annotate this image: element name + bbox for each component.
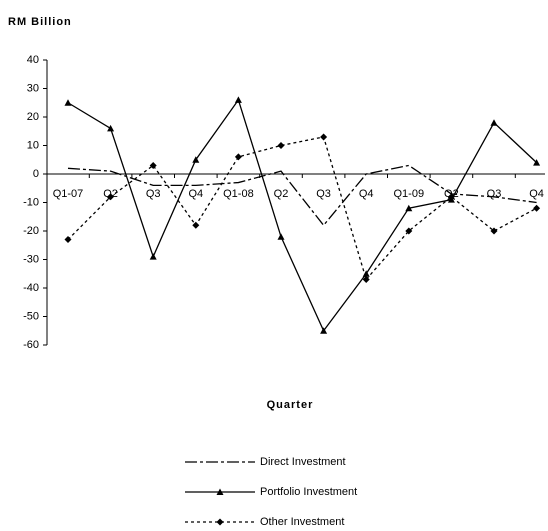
y-tick-label: 30 bbox=[27, 82, 39, 94]
marker bbox=[490, 119, 498, 126]
y-tick-label: 20 bbox=[27, 111, 39, 123]
y-tick-label: 0 bbox=[33, 168, 39, 180]
marker bbox=[64, 236, 72, 244]
series-line bbox=[67, 98, 538, 333]
x-tick-label: Q1-07 bbox=[53, 188, 84, 200]
y-tick-label: 40 bbox=[27, 54, 39, 66]
legend-label: Other Investment bbox=[260, 516, 344, 528]
legend-label: Portfolio Investment bbox=[260, 486, 357, 498]
x-tick-label: Q4 bbox=[188, 188, 203, 200]
marker bbox=[192, 156, 200, 163]
legend-marker bbox=[216, 488, 224, 495]
x-tick-label: Q2 bbox=[274, 188, 289, 200]
x-tick-label: Q4 bbox=[529, 188, 544, 200]
x-tick-label: Q3 bbox=[487, 188, 502, 200]
legend-marker bbox=[216, 518, 224, 526]
x-tick-label: Q3 bbox=[316, 188, 331, 200]
y-tick-label: 10 bbox=[27, 139, 39, 151]
marker bbox=[533, 159, 541, 166]
marker bbox=[107, 193, 115, 201]
x-tick-label: Q1-08 bbox=[223, 188, 254, 200]
marker bbox=[405, 204, 413, 212]
marker bbox=[405, 227, 413, 235]
series-line bbox=[67, 164, 537, 227]
marker bbox=[107, 124, 115, 132]
x-tick-label: Q1-09 bbox=[394, 188, 425, 200]
y-tick-label: -20 bbox=[23, 225, 39, 237]
x-tick-label: Q3 bbox=[146, 188, 161, 200]
marker bbox=[320, 327, 328, 334]
legend-label: Direct Investment bbox=[260, 456, 346, 468]
marker bbox=[447, 193, 455, 201]
x-tick-label: Q4 bbox=[359, 188, 374, 200]
marker bbox=[192, 221, 200, 229]
marker bbox=[234, 153, 242, 161]
y-tick-label: -10 bbox=[23, 196, 39, 208]
marker bbox=[277, 142, 285, 149]
y-tick-label: -50 bbox=[23, 310, 39, 322]
marker bbox=[490, 227, 498, 235]
marker bbox=[362, 275, 370, 283]
y-axis-title: RM Billion bbox=[8, 16, 72, 28]
y-tick-label: -30 bbox=[23, 253, 39, 265]
y-tick-label: -40 bbox=[23, 282, 39, 294]
marker bbox=[149, 161, 157, 169]
marker bbox=[320, 133, 328, 141]
marker bbox=[533, 204, 541, 212]
marker bbox=[64, 99, 72, 106]
marker bbox=[277, 233, 285, 240]
y-tick-label: -60 bbox=[23, 339, 39, 351]
marker bbox=[149, 253, 157, 260]
marker bbox=[234, 96, 242, 103]
x-axis-title: Quarter bbox=[267, 399, 314, 411]
series-line bbox=[67, 136, 537, 281]
